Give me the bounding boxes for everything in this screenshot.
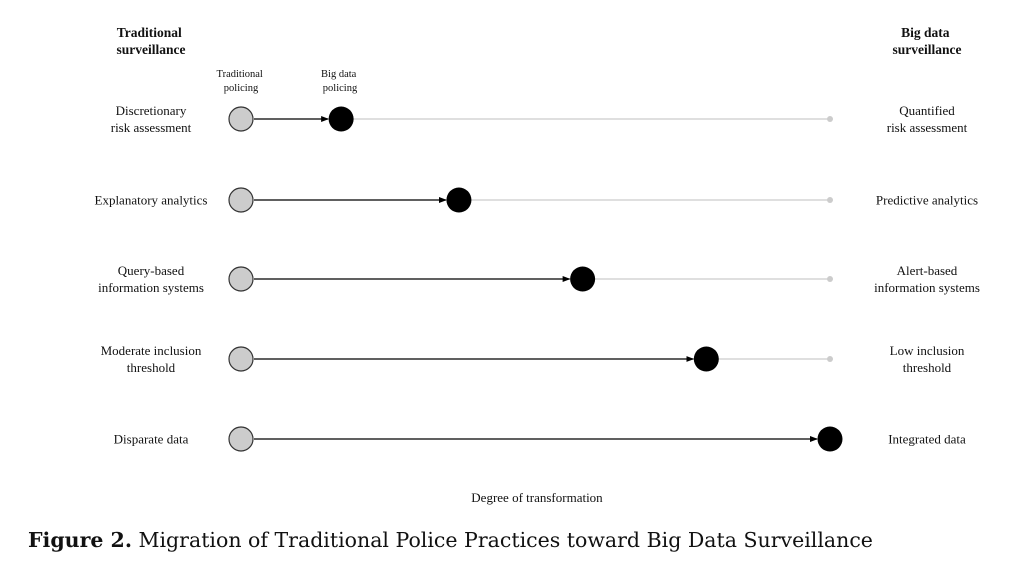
traditional-practice-label: Discretionary risk assessment	[111, 103, 192, 135]
traditional-policing-node	[228, 266, 254, 292]
dimension-row: Query-based information systems Alert-base…	[98, 263, 980, 295]
left-column-header: Traditional surveillance	[117, 25, 186, 57]
traditional-practice-label: Moderate inclusion threshold	[101, 343, 202, 375]
x-axis-label: Degree of transformation	[471, 490, 603, 505]
endpoint-dot	[827, 356, 833, 362]
dimension-rows: Discretionary risk assessment Quantified ri…	[95, 103, 980, 452]
dimension-row: Disparate data Integrated data	[114, 426, 966, 452]
traditional-policing-node	[228, 426, 254, 452]
migration-diagram: Traditional surveillance Big data survei…	[95, 25, 980, 505]
endpoint-dot	[827, 197, 833, 203]
traditional-policing-node	[228, 346, 254, 372]
figure-caption-text: Migration of Traditional Police Practice…	[138, 528, 873, 552]
traditional-practice-label: Disparate data	[114, 432, 189, 447]
big-data-practice-label: Alert-based information systems	[874, 263, 980, 295]
big-data-practice-label: Low inclusion threshold	[890, 343, 965, 375]
endpoint-dot	[827, 116, 833, 122]
traditional-practice-label: Explanatory analytics	[95, 193, 208, 208]
big-data-policing-legend: Big data policing	[321, 69, 359, 94]
big-data-policing-node	[446, 187, 472, 213]
dimension-row: Explanatory analytics Predictive analytic…	[95, 187, 978, 213]
big-data-practice-label: Integrated data	[888, 432, 966, 447]
right-column-header: Big data surveillance	[893, 25, 962, 57]
big-data-policing-node	[693, 346, 719, 372]
dimension-row: Moderate inclusion threshold Low inclusion…	[101, 343, 965, 375]
figure-caption-label: Figure 2.	[28, 528, 132, 552]
big-data-policing-node	[570, 266, 596, 292]
endpoint-dot	[827, 276, 833, 282]
figure-caption: Figure 2. Migration of Traditional Polic…	[28, 528, 873, 552]
dimension-row: Discretionary risk assessment Quantified ri…	[111, 103, 968, 135]
traditional-policing-node	[228, 187, 254, 213]
traditional-practice-label: Query-based information systems	[98, 263, 204, 295]
big-data-policing-node	[328, 106, 354, 132]
big-data-policing-node	[817, 426, 843, 452]
big-data-practice-label: Quantified risk assessment	[887, 103, 968, 135]
big-data-practice-label: Predictive analytics	[876, 193, 978, 208]
traditional-policing-legend: Traditional policing	[217, 69, 266, 94]
traditional-policing-node	[228, 106, 254, 132]
